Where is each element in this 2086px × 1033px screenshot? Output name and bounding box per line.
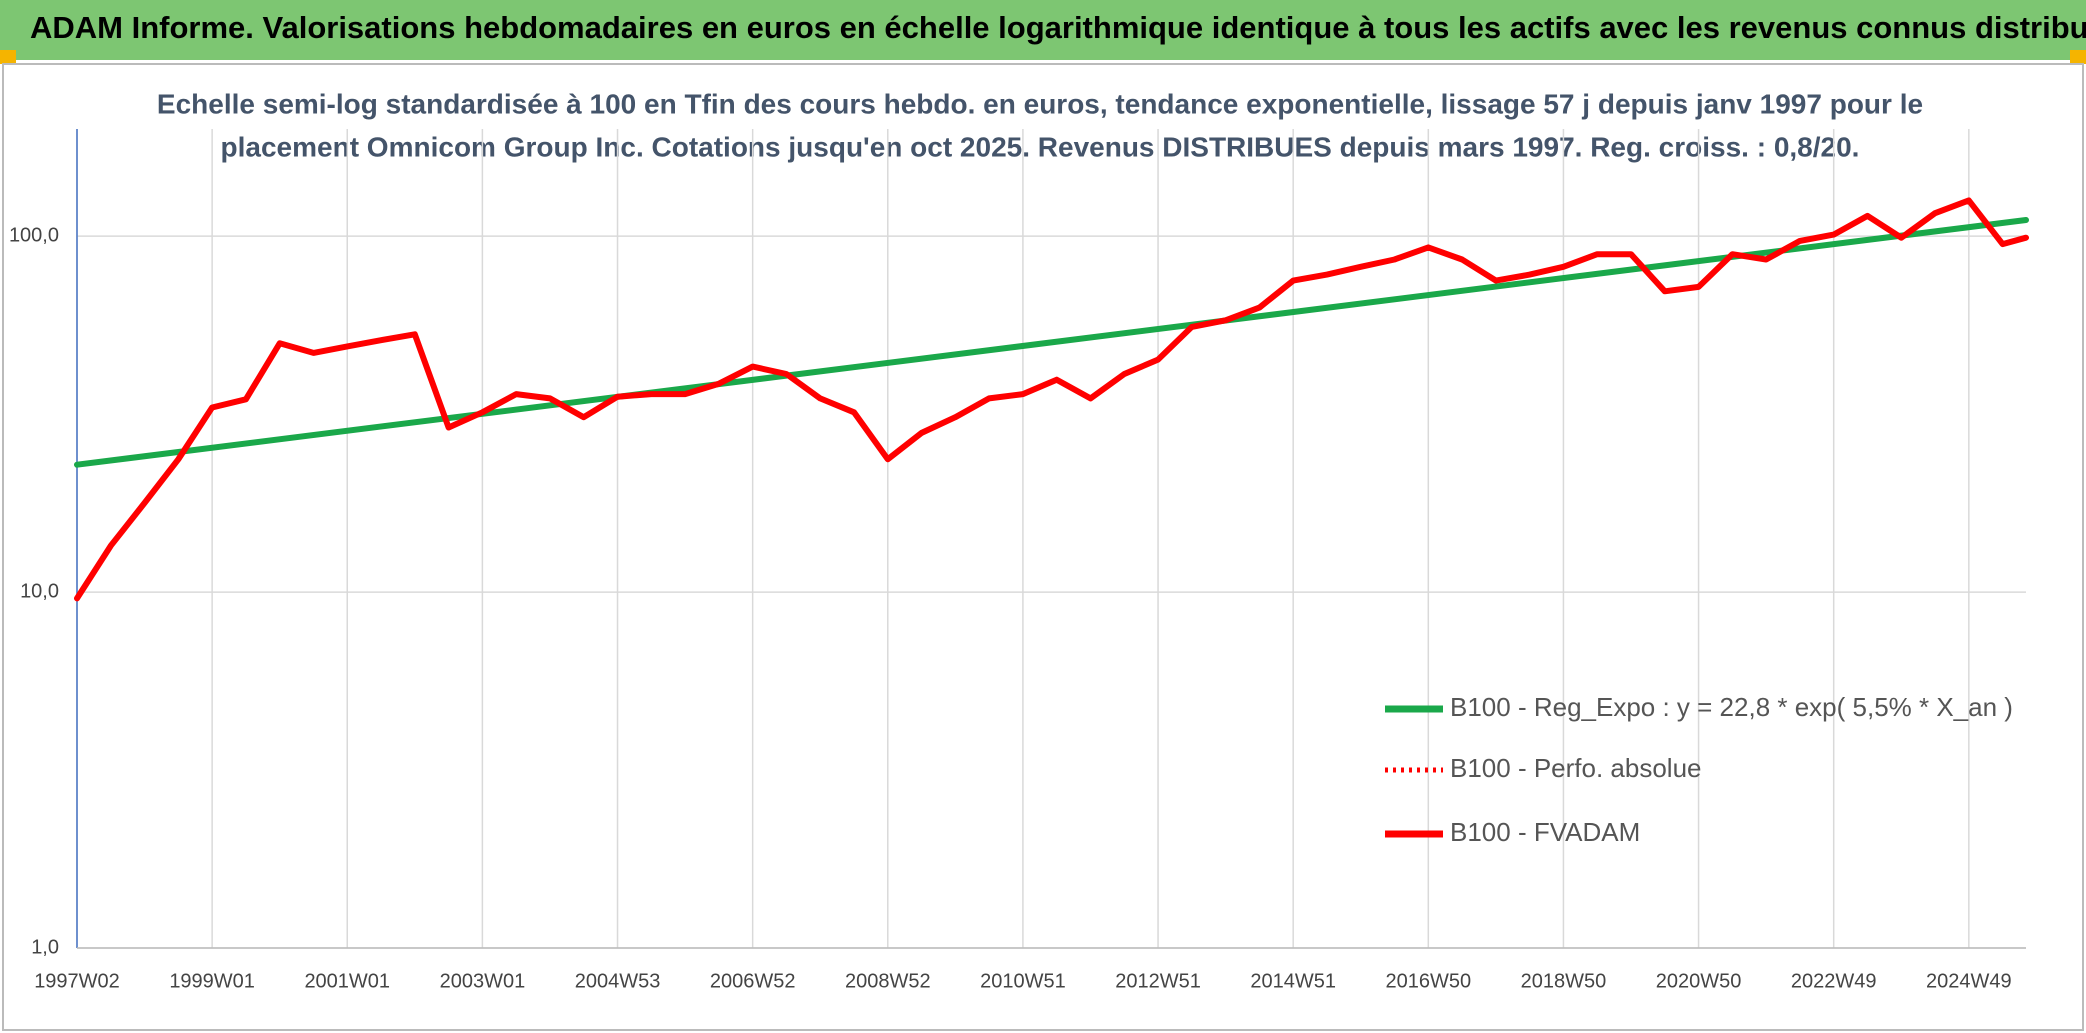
chart-frame (2, 63, 2084, 1031)
subtitle: placement Omnicom Group Inc. Cotations j… (221, 131, 1860, 162)
x-tick-label: 1997W02 (34, 970, 120, 992)
x-tick-label: 2012W51 (1115, 970, 1201, 992)
corner (2070, 50, 2086, 64)
series-line (74, 197, 2029, 602)
y-tick-label: 1,0 (31, 936, 59, 958)
x-tick-label: 2014W51 (1250, 970, 1336, 992)
x-tick-label: 2022W49 (1791, 970, 1877, 992)
x-tick-label: 1999W01 (169, 970, 255, 992)
x-tick-label: 2006W52 (710, 970, 796, 992)
header-bar (0, 0, 2086, 60)
legend-label: B100 - FVADAM (1450, 817, 1640, 847)
x-tick-label: 2024W49 (1926, 970, 2012, 992)
chart-title: ADAM Informe. Valorisations hebdomadaire… (30, 10, 2086, 45)
legend-label: B100 - Reg_Expo : y = 22,8 * exp( 5,5% *… (1450, 692, 2013, 722)
series-line (74, 217, 2029, 468)
corner (0, 50, 16, 64)
x-tick-label: 2004W53 (575, 970, 661, 992)
x-tick-label: 2018W50 (1521, 970, 1607, 992)
legend-label: B100 - Perfo. absolue (1450, 753, 1702, 783)
x-tick-label: 2016W50 (1385, 970, 1471, 992)
x-tick-label: 2008W52 (845, 970, 931, 992)
y-tick-label: 10,0 (20, 580, 59, 602)
subtitle: Echelle semi-log standardisée à 100 en T… (157, 88, 1923, 119)
x-tick-label: 2020W50 (1656, 970, 1742, 992)
x-tick-label: 2003W01 (440, 970, 526, 992)
x-tick-label: 2010W51 (980, 970, 1066, 992)
x-tick-label: 2001W01 (304, 970, 390, 992)
y-tick-label: 100,0 (9, 224, 59, 246)
